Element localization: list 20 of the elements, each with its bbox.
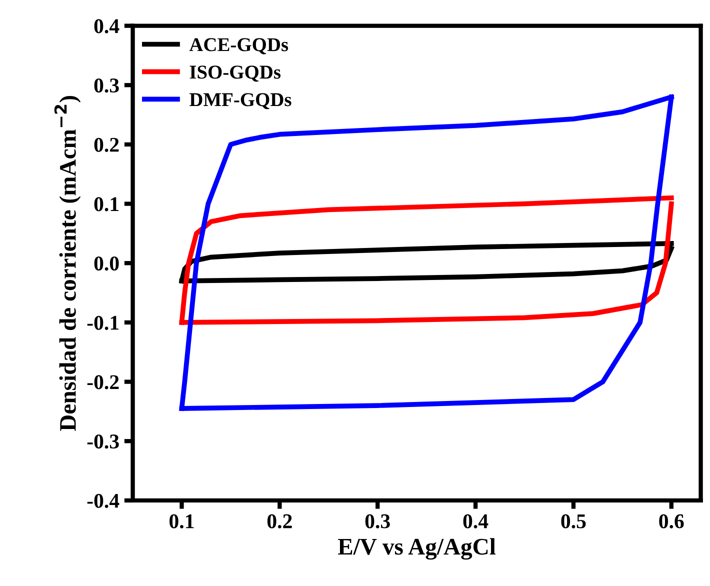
y-axis-title: Densidad de corriente (mAcm$^{−2}$) bbox=[54, 96, 81, 431]
x-axis-title: E/V vs Ag/AgCl bbox=[338, 538, 496, 560]
y-tick-label: -0.1 bbox=[87, 316, 118, 330]
y-tick-label: 0.1 bbox=[94, 197, 118, 212]
legend-label: ISO-GQDs bbox=[190, 66, 281, 82]
y-tick-label: -0.4 bbox=[87, 494, 120, 508]
x-tick-label: 0.6 bbox=[659, 514, 684, 528]
y-tick-label: 0.0 bbox=[94, 256, 119, 271]
x-tick-label: 0.3 bbox=[365, 514, 390, 528]
y-tick-label: 0.3 bbox=[94, 78, 119, 93]
y-tick-label: -0.3 bbox=[87, 434, 119, 449]
x-tick-label: 0.5 bbox=[561, 514, 586, 528]
x-tick-label: 0.1 bbox=[170, 514, 194, 528]
legend-label: ACE-GQDs bbox=[189, 38, 288, 54]
legend-label: DMF-GQDs bbox=[190, 93, 292, 110]
y-tick-label: -0.2 bbox=[87, 375, 119, 390]
y-tick-label: 0.2 bbox=[94, 138, 119, 152]
y-tick-label: 0.4 bbox=[94, 19, 120, 34]
x-tick-label: 0.4 bbox=[463, 514, 488, 528]
x-tick-label: 0.2 bbox=[267, 514, 292, 528]
